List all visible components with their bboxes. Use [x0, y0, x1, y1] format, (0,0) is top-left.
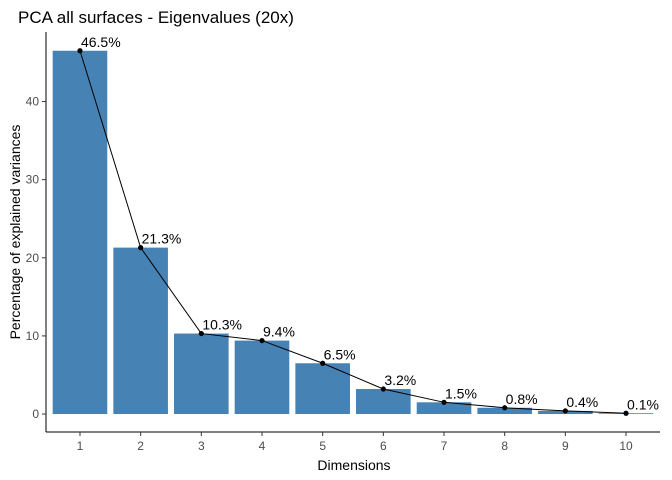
data-label-dim-10: 0.1% [627, 396, 659, 412]
data-label-dim-3: 10.3% [202, 317, 242, 333]
point-dim-2 [138, 245, 144, 251]
x-tick-label: 6 [380, 439, 387, 453]
point-dim-10 [623, 410, 629, 416]
data-label-dim-4: 9.4% [263, 324, 295, 340]
x-tick-label: 7 [441, 439, 448, 453]
point-dim-1 [77, 48, 83, 54]
bar-dim-2 [113, 247, 168, 415]
x-tick-label: 2 [137, 439, 144, 453]
x-tick-label: 3 [198, 439, 205, 453]
bar-dim-8 [477, 407, 532, 415]
y-tick-label: 0 [32, 407, 39, 421]
bar-dim-7 [416, 402, 472, 415]
variance-line [79, 50, 627, 414]
bar-dim-4 [234, 340, 290, 415]
data-label-dim-6: 3.2% [384, 372, 416, 388]
bar-dim-3 [174, 333, 229, 415]
data-label-dim-8: 0.8% [506, 391, 538, 407]
data-label-dim-2: 21.3% [142, 231, 182, 247]
point-dim-6 [380, 386, 386, 392]
point-dim-4 [259, 337, 265, 344]
bar-dim-5 [295, 363, 350, 415]
y-tick-label: 40 [26, 95, 40, 109]
y-tick-label: 30 [26, 173, 40, 187]
y-tick-label: 10 [26, 329, 40, 343]
point-dim-5 [320, 360, 326, 366]
point-dim-8 [502, 405, 508, 411]
x-tick-label: 5 [319, 439, 326, 453]
y-axis-ticks: 0 10 20 30 40 [26, 95, 46, 421]
point-dim-7 [441, 399, 447, 405]
x-axis-ticks: 1 2 3 4 5 6 7 8 9 10 [77, 432, 633, 453]
y-axis-title: Percentage of explained variances [7, 125, 23, 340]
point-dim-3 [198, 330, 204, 337]
x-tick-label: 10 [619, 439, 633, 453]
plot-area: 46.5% 21.3% 10.3% 9.4% 6.5% 3.2% 1.5% 0.8% 0.4% 0… [52, 34, 659, 416]
bar-dim-1 [52, 50, 108, 415]
data-label-dim-1: 46.5% [81, 34, 121, 50]
data-label-dim-7: 1.5% [445, 385, 477, 401]
x-tick-label: 1 [77, 439, 84, 453]
x-tick-label: 4 [259, 439, 266, 453]
chart-title: PCA all surfaces - Eigenvalues (20x) [18, 8, 294, 27]
data-label-dim-5: 6.5% [324, 346, 356, 362]
data-label-dim-9: 0.4% [566, 394, 598, 410]
x-tick-label: 9 [562, 439, 569, 453]
y-tick-label: 20 [26, 251, 40, 265]
point-dim-9 [562, 408, 568, 414]
x-axis-title: Dimensions [317, 457, 390, 473]
x-tick-label: 8 [501, 439, 508, 453]
